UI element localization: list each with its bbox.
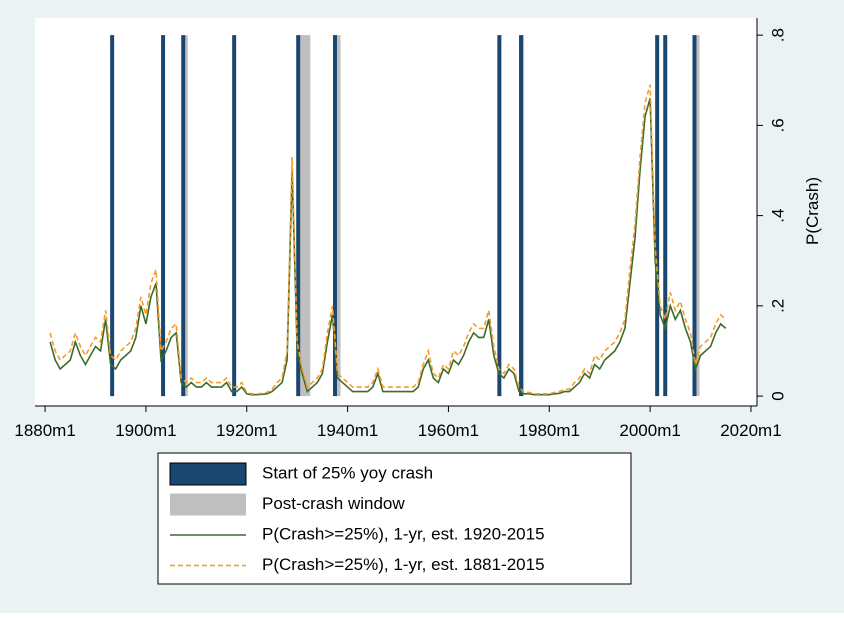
legend-label: Start of 25% yoy crash xyxy=(262,463,433,482)
x-tick-label: 1920m1 xyxy=(216,421,277,440)
post-crash-window xyxy=(334,35,341,397)
series-line xyxy=(49,98,727,396)
x-tick-label: 1940m1 xyxy=(317,421,378,440)
legend-label: Post-crash window xyxy=(262,494,405,513)
post-crash-window xyxy=(183,35,188,397)
series-line xyxy=(49,84,727,395)
x-tick-label: 2000m1 xyxy=(619,421,680,440)
legend-label: P(Crash>=25%), 1-yr, est. 1920-2015 xyxy=(262,524,545,543)
y-tick-label: .6 xyxy=(768,118,787,132)
x-tick-label: 1980m1 xyxy=(519,421,580,440)
y-axis-title: P(Crash) xyxy=(803,177,822,245)
post-crash-window xyxy=(694,35,700,397)
x-tick-label: 1880m1 xyxy=(14,421,75,440)
legend-key xyxy=(169,462,247,486)
x-tick-label: 1900m1 xyxy=(115,421,176,440)
legend-label: P(Crash>=25%), 1-yr, est. 1881-2015 xyxy=(262,555,545,574)
x-tick-label: 2020m1 xyxy=(720,421,781,440)
legend-key xyxy=(170,493,246,516)
y-tick-label: .2 xyxy=(768,299,787,313)
post-crash-window xyxy=(298,35,311,397)
x-tick-label: 1960m1 xyxy=(418,421,479,440)
plot-area xyxy=(35,18,757,406)
y-tick-label: .8 xyxy=(768,28,787,42)
y-tick-label: 0 xyxy=(768,391,787,400)
y-tick-label: .4 xyxy=(768,209,787,223)
